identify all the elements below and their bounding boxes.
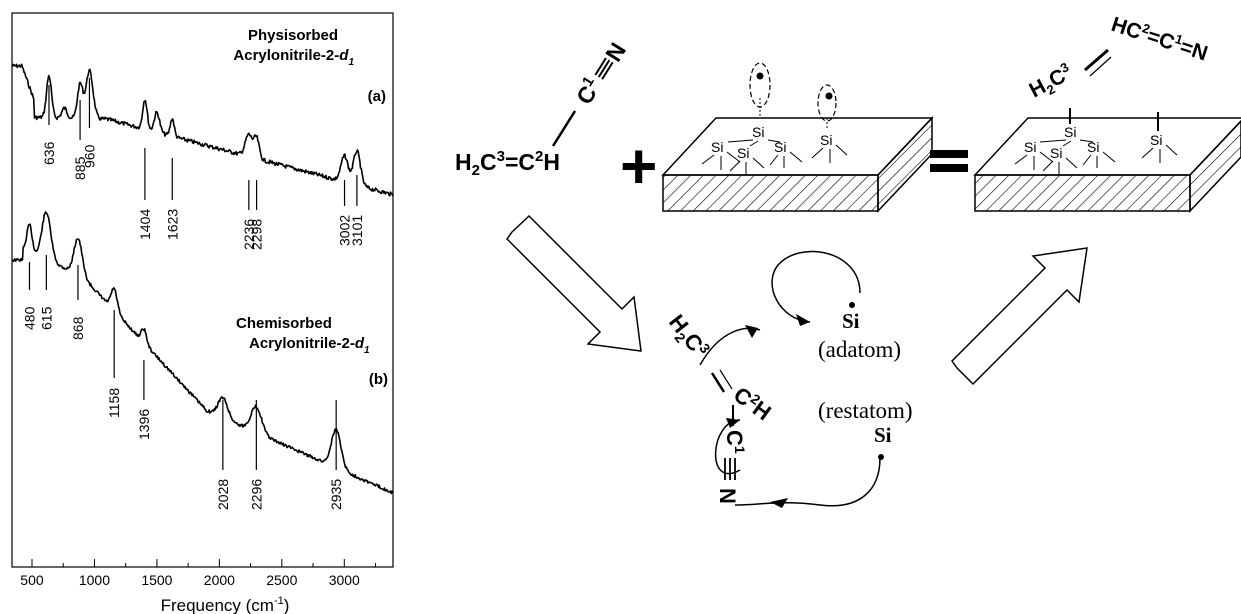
reactant-formula: H2C3=C2H [455,148,560,179]
intermediate-mechanism: H2C3 C2H C1 N [664,250,913,508]
adatom-si: Si [842,309,860,333]
spectrum-a-line [11,63,394,197]
spectrum-b-title-line1: Chemisorbed [236,315,332,332]
si-atom: Si [752,124,764,140]
peak-label: 2028 [215,479,231,510]
spectrum-b-title-line2: Acrylonitrile-2-d1 [249,335,370,356]
equals-sign [930,150,968,172]
reaction-scheme: H2C3=C2H C1 N + [455,11,1241,508]
si-atom: Si [820,132,832,148]
peak-label: 480 [21,306,37,330]
peak-labels-b: 480 615 868 1158 1396 2028 2296 2935 [21,255,344,510]
peak-label: 3101 [349,215,365,246]
si-atom: Si [1050,145,1062,161]
plot-frame [11,12,394,568]
c1-atom: C1 [570,73,606,108]
adatom-electron [849,302,855,308]
spectrum-b-line [11,211,394,495]
curved-arrow-bottom [734,457,881,507]
peak-label: 1158 [106,388,122,418]
peak-label: 1396 [136,409,152,440]
peak-label: 615 [38,306,54,330]
product-formula: H2C3 [1025,59,1078,105]
spectrum-panel: 500 1000 1500 2000 2500 3000 Frequency (cm-1)… [11,12,394,614]
restatom-si: Si [874,423,892,447]
intermediate-c1: C1 [722,430,748,454]
x-tick-label: 1000 [79,572,110,588]
product-hc2: HC2=C1=N [1108,11,1211,66]
x-tick-label: 2000 [204,572,235,588]
restatom-label: (restatom) [818,398,913,423]
si-atom: Si [774,139,786,155]
x-axis-title: Frequency (cm-1) [161,595,290,614]
si-atom: Si [1024,139,1036,155]
peak-label: 2296 [248,479,264,510]
arrow-up-right [951,247,1088,386]
restatom-electron [878,454,884,460]
x-tick-label: 1500 [141,572,172,588]
x-tick-label: 3000 [329,572,360,588]
surface-reactant: Si Si Si Si Si [661,62,934,213]
peak-label: 636 [41,141,57,165]
spectrum-a-panel-label: (a) [368,88,386,105]
si-atom: Si [711,139,723,155]
si-atom: Si [1087,139,1099,155]
peak-label: 2935 [328,479,344,510]
restatom-orbital [817,84,837,122]
peak-label: 2236 [241,219,257,250]
n-atom: N [600,38,631,66]
x-axis-ticks: 500 1000 1500 2000 2500 3000 [20,559,377,588]
spectrum-a-title-line1: Physisorbed [248,27,338,44]
intermediate-n: N [715,488,740,504]
peak-label: 885 [72,156,88,180]
reactant-molecule: H2C3=C2H C1 N [455,38,631,179]
surface-product: Si Si Si Si Si H2C3 [973,11,1241,213]
peak-label: 868 [70,316,86,340]
peak-label: 1623 [164,209,180,240]
spectrum-a-title-line2: Acrylonitrile-2-d1 [233,47,354,68]
curved-arrow-top [771,250,861,323]
arrow-down-right [506,214,642,352]
adatom-orbital [749,62,771,108]
spectrum-b-panel-label: (b) [369,371,388,388]
c2-c1-bond [551,110,577,147]
triple-bond [594,57,614,80]
x-tick-label: 500 [20,572,44,588]
si-atom: Si [1150,132,1162,148]
peak-label: 960 [81,144,97,168]
si-atom: Si [1064,124,1076,140]
peak-label: 1404 [137,209,153,240]
peak-label: 2298 [249,219,265,250]
adatom-label: (adatom) [818,337,901,362]
si-atom: Si [737,145,749,161]
intermediate-c2h: C2H [729,381,776,425]
peak-label: 3002 [337,215,353,246]
x-tick-label: 2500 [266,572,297,588]
plus-sign: + [620,130,657,202]
